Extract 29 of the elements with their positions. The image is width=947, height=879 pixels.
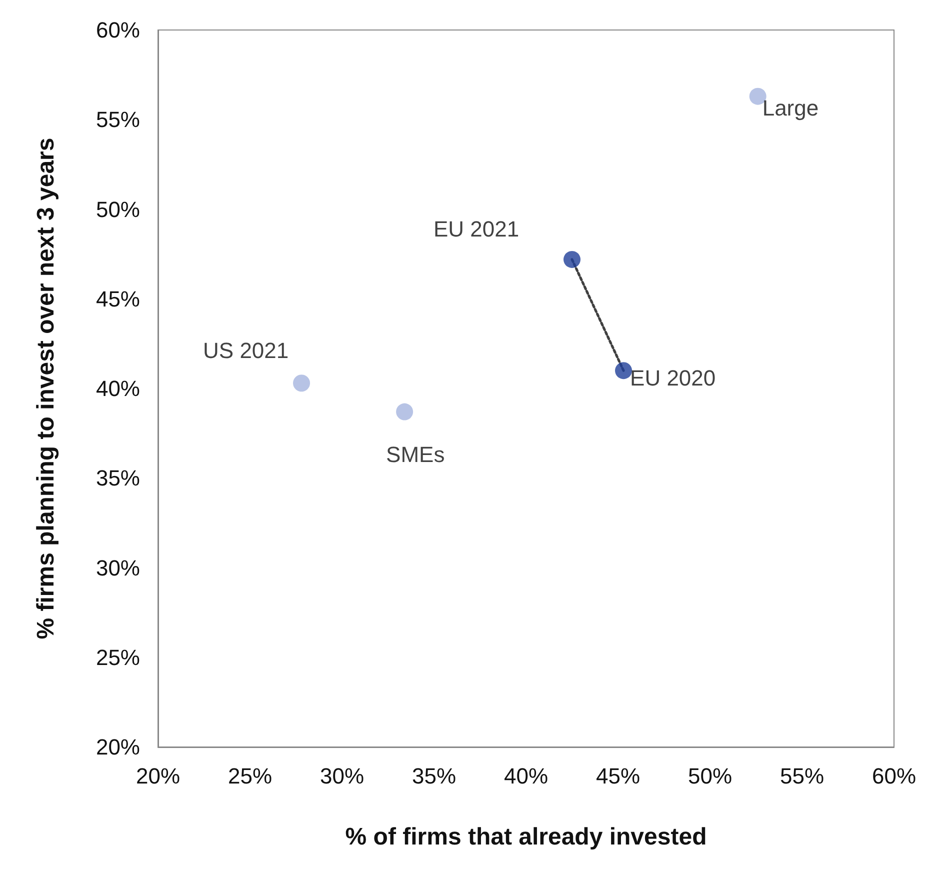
point: [564, 250, 580, 268]
x-tick-label: 50%: [688, 764, 732, 788]
x-tick-label: 20%: [136, 764, 180, 788]
y-tick-label: 35%: [96, 466, 140, 491]
series-label: EU 2020: [630, 366, 716, 391]
x-tick-label: 25%: [228, 764, 272, 788]
y-tick-label: 50%: [96, 196, 140, 222]
y-tick-label: 55%: [96, 107, 140, 132]
text: EU 2021: [434, 216, 520, 242]
y-tick-label: 25%: [96, 644, 140, 670]
point: [615, 362, 632, 380]
x-tick-label: 60%: [872, 764, 916, 788]
x-tick-label: 45%: [596, 764, 640, 788]
point: [396, 403, 414, 420]
x-axis-title: % of firms that already invested: [345, 824, 707, 850]
x-tick-label: 30%: [320, 764, 364, 788]
x-tick-label: 40%: [504, 764, 548, 788]
x-tick-label: 35%: [412, 764, 456, 788]
series-label: US 2021: [203, 338, 289, 364]
y-tick-label: 30%: [96, 555, 140, 580]
series-label: SMEs: [386, 442, 445, 467]
y-tick-label: 45%: [96, 286, 140, 312]
y-tick-label: 60%: [96, 18, 140, 42]
y-axis-title: % firms planning to invest over next 3 years: [32, 138, 60, 640]
point: [293, 374, 310, 392]
y-tick-label: 40%: [96, 376, 140, 401]
y-tick-label: 20%: [96, 734, 140, 760]
x-tick-label: 55%: [780, 764, 824, 788]
series-label: Large: [762, 95, 819, 120]
